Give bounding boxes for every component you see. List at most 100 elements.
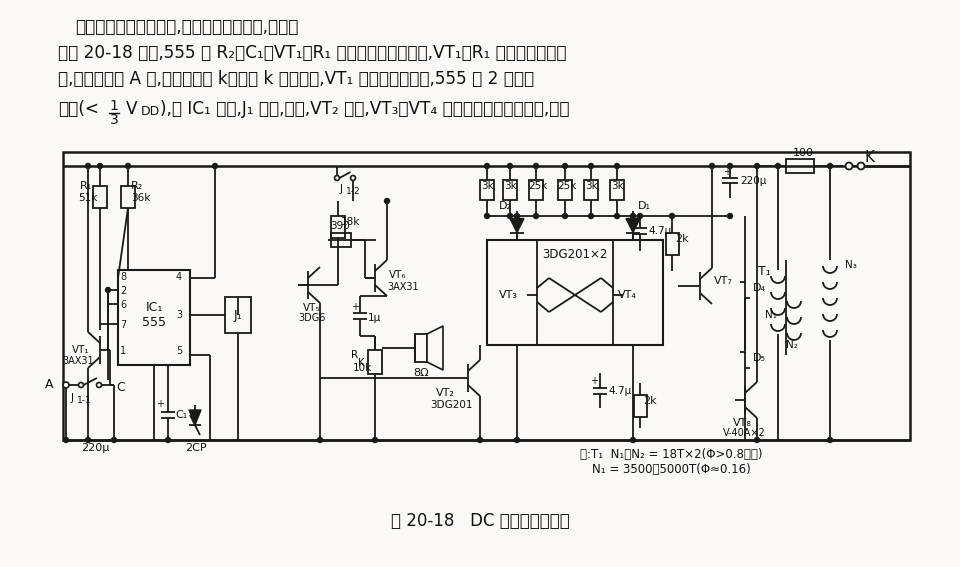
Text: 本捕鼠机采用直流供电,平时主电路不工作,省电。: 本捕鼠机采用直流供电,平时主电路不工作,省电。 — [75, 18, 299, 36]
Text: VT₈: VT₈ — [733, 418, 752, 428]
Text: 3AX31: 3AX31 — [387, 282, 419, 292]
Circle shape — [614, 163, 619, 168]
Text: 关,当老鼠触及 A 时,相当于有几 k～几十 k 电阻到地,VT₁ 由截止变为导通,555 的 2 脚呈低: 关,当老鼠触及 A 时,相当于有几 k～几十 k 电阻到地,VT₁ 由截止变为导… — [58, 70, 534, 88]
Text: 2k: 2k — [643, 396, 657, 405]
Text: 18k: 18k — [341, 217, 360, 227]
Circle shape — [534, 163, 539, 168]
Circle shape — [728, 214, 732, 218]
Text: +: + — [632, 216, 640, 226]
Text: 4.7μ: 4.7μ — [608, 386, 632, 396]
Circle shape — [97, 383, 102, 387]
Text: 2k: 2k — [675, 234, 688, 243]
Circle shape — [515, 438, 519, 442]
Text: 3: 3 — [176, 310, 182, 320]
Text: VT₆: VT₆ — [389, 270, 406, 280]
Text: 3k: 3k — [481, 181, 493, 191]
Polygon shape — [427, 326, 443, 370]
Text: 3k: 3k — [504, 181, 516, 191]
Circle shape — [828, 163, 832, 168]
Circle shape — [165, 438, 171, 442]
Circle shape — [79, 383, 84, 387]
Text: C₁: C₁ — [175, 410, 187, 420]
Bar — [665, 232, 679, 255]
Circle shape — [534, 214, 539, 218]
Text: VT₄: VT₄ — [618, 290, 636, 300]
Text: VT₂: VT₂ — [436, 388, 455, 398]
Text: 3k: 3k — [585, 181, 598, 191]
Circle shape — [508, 214, 513, 218]
Circle shape — [111, 438, 116, 442]
Text: DD: DD — [141, 105, 160, 118]
Circle shape — [588, 163, 593, 168]
Circle shape — [846, 163, 852, 170]
Circle shape — [563, 163, 567, 168]
Bar — [118, 270, 190, 365]
Circle shape — [709, 163, 714, 168]
Text: 51k: 51k — [78, 193, 97, 203]
Circle shape — [614, 214, 619, 218]
Bar — [480, 180, 494, 200]
Bar — [63, 152, 910, 440]
Text: 3DG201×2: 3DG201×2 — [542, 248, 608, 261]
Circle shape — [212, 163, 218, 168]
Text: 1μ: 1μ — [368, 313, 381, 323]
Text: J₁: J₁ — [233, 308, 242, 321]
Circle shape — [126, 163, 131, 168]
Text: +: + — [351, 302, 359, 312]
Bar — [786, 159, 814, 173]
Bar — [225, 297, 251, 333]
Text: ),使 IC₁ 置位,J₁ 吸合,同时,VT₂ 导通,VT₃、VT₄ 组成的多谐振荡器起振,推动: ),使 IC₁ 置位,J₁ 吸合,同时,VT₂ 导通,VT₃、VT₄ 组成的多谐… — [160, 100, 569, 118]
Text: 1-2: 1-2 — [346, 187, 361, 196]
Circle shape — [631, 214, 636, 218]
Circle shape — [318, 438, 323, 442]
Text: 6: 6 — [120, 300, 126, 310]
Text: D₁: D₁ — [638, 201, 651, 211]
Circle shape — [755, 163, 759, 168]
Bar — [610, 180, 624, 200]
Text: 36k: 36k — [131, 193, 151, 203]
Text: 1: 1 — [120, 346, 126, 356]
Text: D₅: D₅ — [753, 353, 766, 363]
Text: D₂: D₂ — [499, 201, 512, 211]
Text: A: A — [45, 379, 54, 391]
Text: N₂: N₂ — [786, 340, 798, 350]
Text: VT₃: VT₃ — [499, 290, 518, 300]
Text: D₄: D₄ — [753, 283, 766, 293]
Text: 1: 1 — [109, 99, 118, 113]
Bar — [503, 180, 517, 200]
Text: N₁: N₁ — [765, 310, 777, 320]
Text: VT₁: VT₁ — [72, 345, 89, 355]
Circle shape — [515, 214, 519, 218]
Circle shape — [755, 438, 759, 442]
Text: R₁: R₁ — [80, 181, 92, 191]
Text: 220μ: 220μ — [81, 443, 109, 453]
Text: 100: 100 — [793, 148, 814, 158]
Circle shape — [106, 287, 110, 293]
Circle shape — [508, 163, 513, 168]
Text: VT₅: VT₅ — [303, 303, 321, 313]
Circle shape — [776, 163, 780, 168]
Text: 8: 8 — [120, 272, 126, 282]
Text: 7: 7 — [120, 320, 127, 330]
Circle shape — [63, 382, 69, 388]
Text: 4.7μ: 4.7μ — [648, 226, 671, 236]
Circle shape — [485, 214, 490, 218]
Text: 1-1: 1-1 — [77, 396, 92, 405]
Text: +: + — [156, 399, 164, 409]
Circle shape — [857, 163, 865, 170]
Bar — [93, 186, 107, 208]
Circle shape — [334, 176, 340, 180]
Text: R₂: R₂ — [131, 181, 143, 191]
Text: 555: 555 — [142, 316, 166, 329]
Text: 图 20-18   DC 电子捕鼠机电路: 图 20-18 DC 电子捕鼠机电路 — [391, 512, 569, 530]
Circle shape — [728, 163, 732, 168]
Circle shape — [372, 438, 377, 442]
Text: J: J — [340, 184, 343, 194]
Text: IC₁: IC₁ — [145, 301, 162, 314]
Text: 390: 390 — [330, 221, 349, 231]
Circle shape — [828, 438, 832, 442]
Bar — [487, 240, 663, 345]
Text: 8Ω: 8Ω — [413, 368, 428, 378]
Text: J: J — [71, 393, 74, 403]
Bar — [634, 395, 646, 417]
